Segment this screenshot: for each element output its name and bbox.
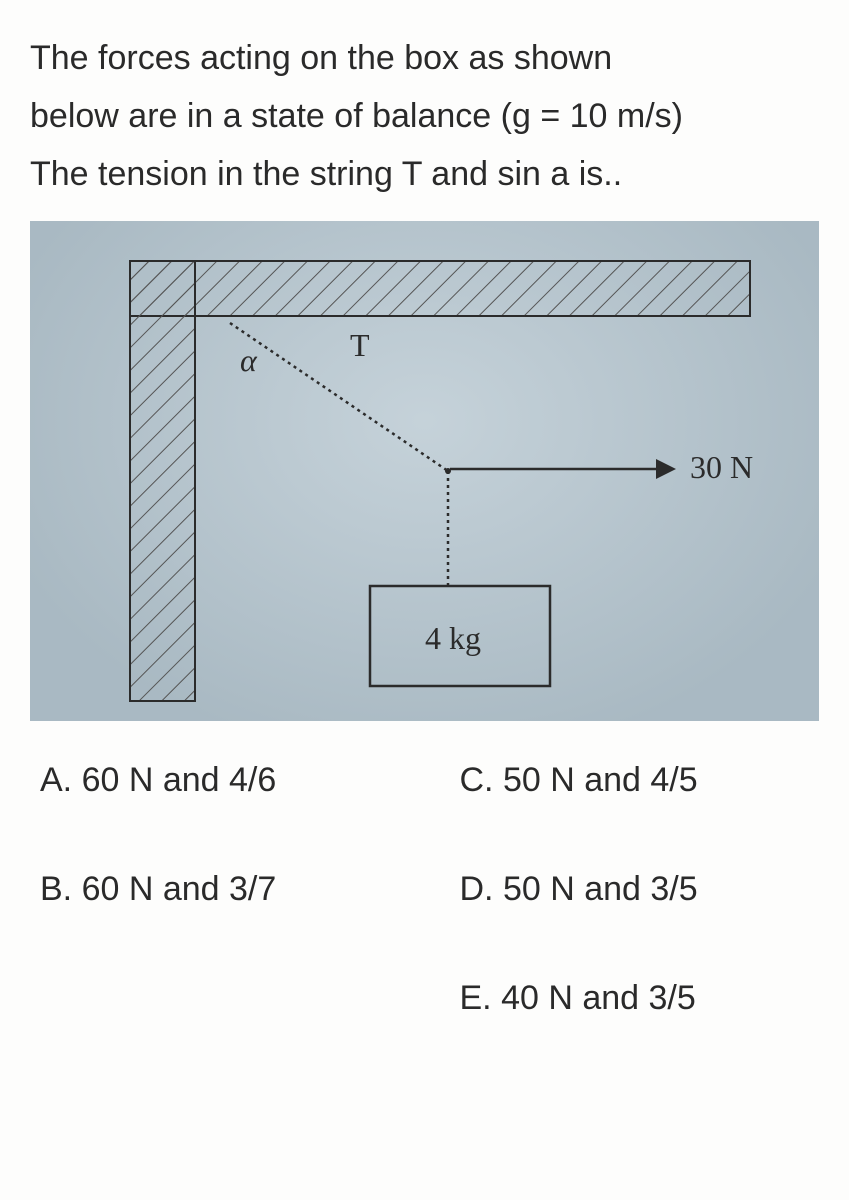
force-label: 30 N bbox=[690, 449, 753, 485]
mass-label: 4 kg bbox=[425, 620, 481, 656]
option-d[interactable]: D. 50 N and 3/5 bbox=[460, 870, 820, 909]
ceiling-beam bbox=[130, 261, 750, 316]
option-c[interactable]: C. 50 N and 4/5 bbox=[460, 761, 820, 800]
option-b[interactable]: B. 60 N and 3/7 bbox=[40, 870, 400, 909]
question-line: The forces acting on the box as shown bbox=[30, 30, 819, 88]
option-a[interactable]: A. 60 N and 4/6 bbox=[40, 761, 400, 800]
tension-string bbox=[230, 323, 448, 471]
options-grid: A. 60 N and 4/6 C. 50 N and 4/5 B. 60 N … bbox=[30, 761, 819, 1018]
option-e[interactable]: E. 40 N and 3/5 bbox=[460, 979, 820, 1018]
question-line: below are in a state of balance (g = 10 … bbox=[30, 88, 819, 146]
alpha-label: α bbox=[240, 342, 258, 378]
diagram-svg: α T 30 N 4 kg bbox=[30, 221, 819, 721]
wall-beam bbox=[130, 261, 195, 701]
page: The forces acting on the box as shown be… bbox=[0, 0, 849, 1200]
question-text: The forces acting on the box as shown be… bbox=[30, 30, 819, 203]
t-label: T bbox=[350, 327, 370, 363]
junction-point bbox=[445, 468, 451, 474]
question-line: The tension in the string T and sin a is… bbox=[30, 146, 819, 204]
diagram-container: α T 30 N 4 kg bbox=[30, 221, 819, 721]
